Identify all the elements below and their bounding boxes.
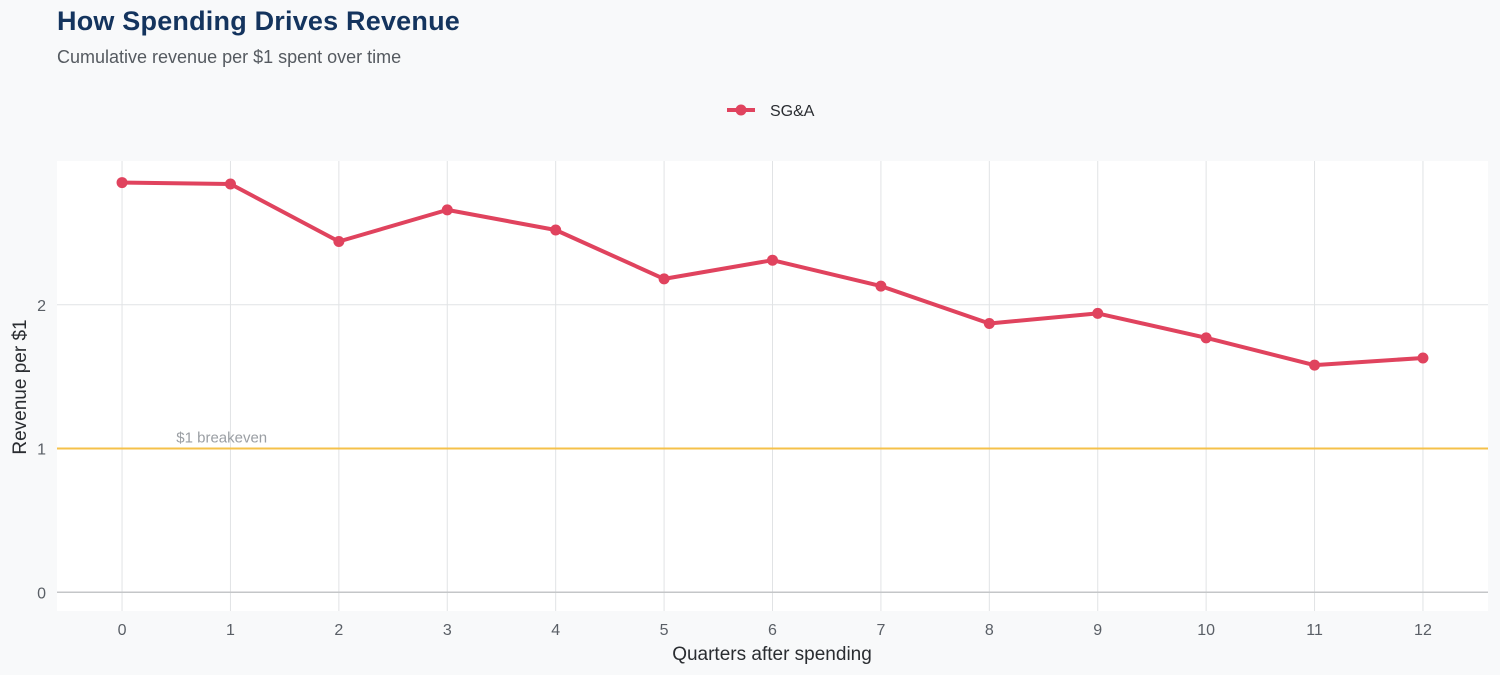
chart-subtitle: Cumulative revenue per $1 spent over tim…	[57, 47, 402, 67]
data-point	[333, 236, 345, 248]
data-point	[224, 178, 236, 190]
breakeven-label: $1 breakeven	[176, 430, 267, 447]
x-tick-label: 10	[1197, 622, 1215, 639]
data-point	[1092, 307, 1104, 319]
x-axis-title: Quarters after spending	[672, 644, 872, 665]
series-layer	[116, 177, 1429, 371]
data-point	[875, 280, 887, 292]
y-tick-label: 1	[37, 442, 46, 459]
legend-point-swatch	[735, 104, 747, 116]
x-tick-label: 3	[443, 622, 452, 639]
legend-label-sga: SG&A	[770, 103, 815, 120]
reference-layer: $1 breakeven	[57, 430, 1488, 450]
legend: SG&A	[727, 103, 815, 120]
data-point	[550, 224, 562, 236]
chart-title: How Spending Drives Revenue	[57, 6, 460, 36]
data-point	[1200, 332, 1212, 344]
data-point	[983, 317, 995, 329]
x-tick-label: 6	[768, 622, 777, 639]
data-point	[767, 254, 778, 266]
x-tick-label: 11	[1306, 622, 1323, 639]
x-tick-label: 0	[118, 622, 127, 639]
data-point	[441, 204, 453, 216]
data-point	[658, 273, 670, 285]
x-tick-label: 12	[1414, 622, 1432, 639]
x-axis-ticks: 0 1 2 3 4 5 6 7 8 9 10 11 12	[118, 622, 1432, 639]
x-tick-label: 1	[226, 622, 235, 639]
x-tick-label: 9	[1093, 622, 1102, 639]
x-tick-label: 7	[876, 622, 885, 639]
data-point	[1309, 359, 1321, 371]
y-tick-label: 2	[37, 298, 46, 315]
data-point	[116, 177, 128, 189]
y-tick-label: 0	[37, 585, 46, 602]
x-tick-label: 8	[985, 622, 994, 639]
x-tick-label: 2	[334, 622, 343, 639]
x-tick-label: 5	[660, 622, 669, 639]
y-axis-title: Revenue per $1	[10, 319, 31, 454]
data-point	[1417, 352, 1429, 364]
y-axis-ticks: 0 1 2	[37, 298, 46, 603]
x-tick-label: 4	[551, 622, 560, 639]
